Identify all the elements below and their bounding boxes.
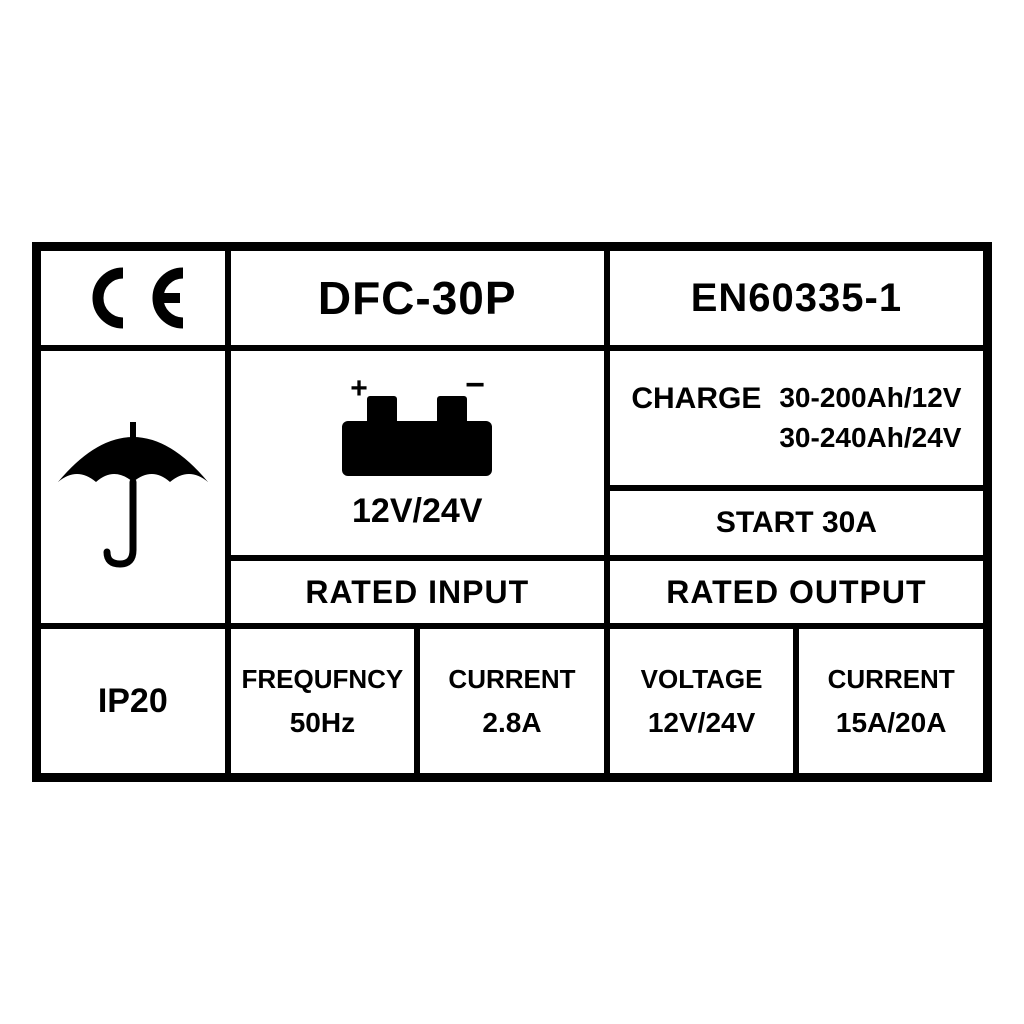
input-current-value: 2.8A xyxy=(482,707,541,739)
input-current-cell: CURRENT 2.8A xyxy=(417,626,607,776)
ce-mark-icon xyxy=(68,263,198,333)
model-number-cell: DFC-30P xyxy=(228,248,607,348)
standard-cell: EN60335-1 xyxy=(607,248,986,348)
ip-rating: IP20 xyxy=(98,682,168,721)
battery-voltage-label: 12V/24V xyxy=(352,492,482,531)
output-current-label: CURRENT xyxy=(828,664,955,695)
rated-output-header: RATED OUTPUT xyxy=(607,558,986,626)
umbrella-icon xyxy=(48,402,218,572)
model-number: DFC-30P xyxy=(318,271,517,325)
battery-icon: + − xyxy=(317,376,517,486)
input-current-label: CURRENT xyxy=(448,664,575,695)
frequency-value: 50Hz xyxy=(290,707,355,739)
output-current-cell: CURRENT 15A/20A xyxy=(796,626,986,776)
rating-plate-table: DFC-30P EN60335-1 xyxy=(32,242,992,782)
rated-input-header: RATED INPUT xyxy=(228,558,607,626)
output-voltage-cell: VOLTAGE 12V/24V xyxy=(607,626,797,776)
row-ratings: IP20 FREQUFNCY 50Hz CURRENT 2.8A VOLTAGE… xyxy=(38,626,986,776)
ip-rating-cell: IP20 xyxy=(38,626,228,776)
charge-value-1: 30-200Ah/12V xyxy=(779,382,961,414)
right-column: CHARGE 30-200Ah/12V 30-240Ah/24V START 3… xyxy=(607,348,986,626)
row-specs: + − 12V/24V RATED INPUT CHARGE 30-200Ah/… xyxy=(38,348,986,626)
charge-label: CHARGE xyxy=(631,382,761,416)
mid-column: + − 12V/24V RATED INPUT xyxy=(228,348,607,626)
output-voltage-value: 12V/24V xyxy=(648,707,755,739)
frequency-cell: FREQUFNCY 50Hz xyxy=(228,626,418,776)
frequency-label: FREQUFNCY xyxy=(242,664,404,695)
output-current-value: 15A/20A xyxy=(836,707,947,739)
keep-dry-cell xyxy=(38,348,228,626)
charge-value-2: 30-240Ah/24V xyxy=(779,422,961,454)
charge-spec-cell: CHARGE 30-200Ah/12V 30-240Ah/24V xyxy=(607,348,986,488)
svg-text:+: + xyxy=(350,376,368,405)
battery-symbol-cell: + − 12V/24V xyxy=(228,348,607,558)
rated-input-label: RATED INPUT xyxy=(305,574,529,611)
row-header: DFC-30P EN60335-1 xyxy=(38,248,986,348)
start-spec-cell: START 30A xyxy=(607,488,986,558)
ce-mark-cell xyxy=(38,248,228,348)
rated-output-label: RATED OUTPUT xyxy=(666,574,926,611)
svg-text:−: − xyxy=(465,376,485,404)
standard-code: EN60335-1 xyxy=(691,276,902,321)
start-label: START 30A xyxy=(716,506,877,540)
output-voltage-label: VOLTAGE xyxy=(641,664,763,695)
